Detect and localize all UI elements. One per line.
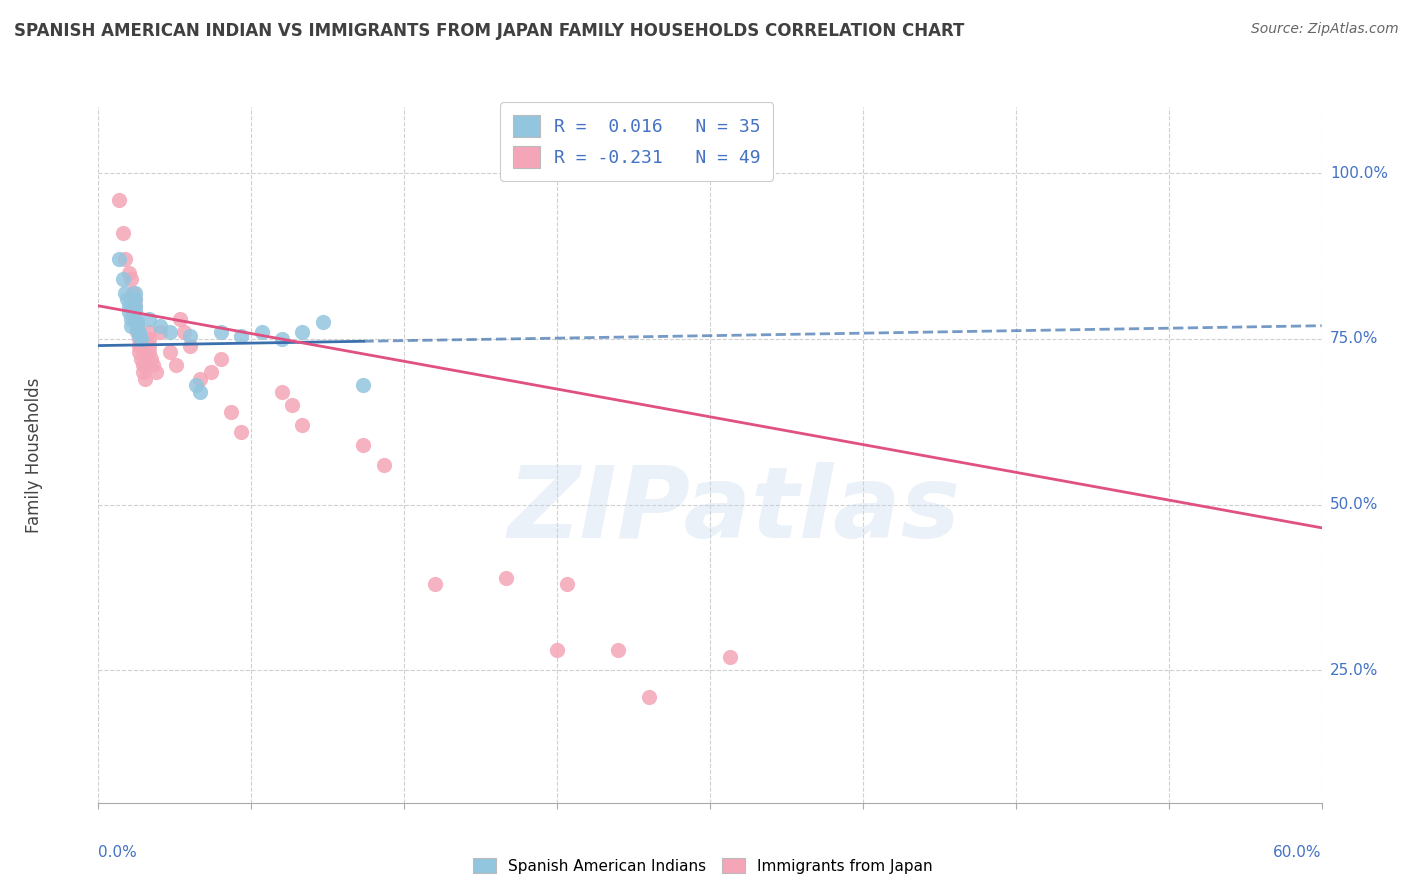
Legend: Spanish American Indians, Immigrants from Japan: Spanish American Indians, Immigrants fro… <box>467 852 939 880</box>
Point <box>231 425 253 439</box>
Point <box>118 305 141 319</box>
Text: SPANISH AMERICAN INDIAN VS IMMIGRANTS FROM JAPAN FAMILY HOUSEHOLDS CORRELATION C: SPANISH AMERICAN INDIAN VS IMMIGRANTS FR… <box>14 22 965 40</box>
Point <box>122 285 145 300</box>
Point <box>495 570 517 584</box>
Point <box>138 312 160 326</box>
Text: 25.0%: 25.0% <box>1330 663 1378 678</box>
Point <box>127 318 149 333</box>
Text: ZIPatlas: ZIPatlas <box>508 462 962 559</box>
Point <box>179 328 201 343</box>
Point <box>127 318 149 333</box>
Point <box>128 338 150 352</box>
Point <box>188 384 212 399</box>
Point <box>138 338 160 352</box>
Point <box>209 351 232 366</box>
Point <box>124 305 146 319</box>
Point <box>128 345 150 359</box>
Point <box>132 365 155 379</box>
Point <box>149 326 172 340</box>
Text: Family Households: Family Households <box>25 377 44 533</box>
Text: 60.0%: 60.0% <box>1274 845 1322 860</box>
Point <box>186 378 208 392</box>
Point <box>546 643 568 657</box>
Point <box>718 650 742 665</box>
Point <box>122 305 145 319</box>
Point <box>291 326 314 340</box>
Point <box>169 312 191 326</box>
Point <box>145 365 167 379</box>
Point <box>108 193 131 207</box>
Point <box>165 359 187 373</box>
Point <box>120 312 142 326</box>
Point <box>124 305 146 319</box>
Point <box>352 378 374 392</box>
Point <box>373 458 395 472</box>
Point <box>120 272 142 286</box>
Text: 50.0%: 50.0% <box>1330 497 1378 512</box>
Point <box>114 252 136 267</box>
Point <box>124 299 146 313</box>
Text: 75.0%: 75.0% <box>1330 332 1378 346</box>
Point <box>159 326 181 340</box>
Point <box>312 315 335 329</box>
Point <box>188 372 212 386</box>
Point <box>138 332 160 346</box>
Point <box>127 322 149 336</box>
Point <box>138 345 160 359</box>
Point <box>270 384 294 399</box>
Point <box>209 326 232 340</box>
Point <box>124 285 146 300</box>
Point <box>281 398 304 412</box>
Point <box>270 332 294 346</box>
Point <box>132 359 155 373</box>
Point <box>128 332 150 346</box>
Point <box>114 285 136 300</box>
Point <box>118 299 141 313</box>
Point <box>231 328 253 343</box>
Point <box>124 292 146 306</box>
Point <box>124 312 146 326</box>
Point <box>128 328 150 343</box>
Point <box>142 359 165 373</box>
Point <box>127 326 149 340</box>
Point <box>134 372 156 386</box>
Text: 100.0%: 100.0% <box>1330 166 1388 181</box>
Point <box>128 326 150 340</box>
Point <box>122 299 145 313</box>
Point <box>111 226 134 240</box>
Point <box>219 405 242 419</box>
Point <box>120 318 142 333</box>
Point <box>124 312 146 326</box>
Point <box>200 365 222 379</box>
Point <box>122 292 145 306</box>
Point <box>179 338 201 352</box>
Point <box>127 315 149 329</box>
Point <box>159 345 181 359</box>
Point <box>423 577 446 591</box>
Point <box>124 299 146 313</box>
Point <box>108 252 131 267</box>
Legend: R =  0.016   N = 35, R = -0.231   N = 49: R = 0.016 N = 35, R = -0.231 N = 49 <box>501 103 773 180</box>
Point <box>250 326 273 340</box>
Point <box>637 690 661 704</box>
Point <box>291 418 314 433</box>
Text: Source: ZipAtlas.com: Source: ZipAtlas.com <box>1251 22 1399 37</box>
Point <box>607 643 630 657</box>
Point <box>149 318 172 333</box>
Point <box>173 326 195 340</box>
Point <box>129 351 152 366</box>
Point <box>118 266 141 280</box>
Text: 0.0%: 0.0% <box>98 845 138 860</box>
Point <box>111 272 134 286</box>
Point <box>129 332 152 346</box>
Point <box>138 326 160 340</box>
Point <box>352 438 374 452</box>
Point <box>141 351 163 366</box>
Point <box>124 292 146 306</box>
Point <box>115 292 138 306</box>
Point <box>555 577 579 591</box>
